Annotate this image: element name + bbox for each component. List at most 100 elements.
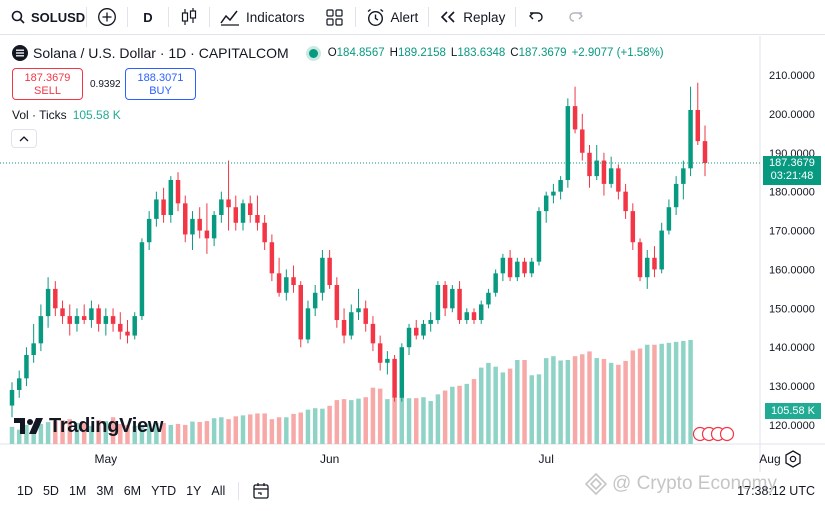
symbol-title[interactable]: Solana / U.S. Dollar · 1D · CAPITALCOM (33, 45, 289, 61)
volume-bar (81, 422, 87, 444)
candle-body (543, 195, 549, 212)
replay-button[interactable]: Replay (429, 0, 515, 35)
volume-bar (471, 379, 477, 444)
volume-bar (630, 350, 636, 444)
chart-settings-button[interactable] (784, 450, 802, 468)
volume-bar (406, 398, 412, 444)
last-price: 187.3679 (769, 157, 815, 169)
tradingview-logo[interactable]: TradingView (14, 413, 163, 439)
low-key: L (450, 47, 458, 59)
candle-body (421, 323, 426, 336)
low-value: 183.6348 (457, 47, 506, 59)
range-5d[interactable]: 5D (42, 484, 59, 498)
candle-body (565, 106, 571, 180)
alert-button[interactable]: Alert (356, 0, 429, 35)
candle-body (377, 343, 383, 363)
price-tick-label: 200.0000 (769, 109, 815, 121)
candle-body (442, 285, 448, 309)
range-ytd[interactable]: YTD (151, 484, 177, 498)
volume-bar (507, 368, 513, 444)
undo-button[interactable] (516, 0, 556, 35)
volume-bar (269, 419, 275, 444)
volume-bar (666, 342, 672, 444)
volume-bar (486, 362, 491, 444)
volume-bar (450, 386, 455, 444)
buy-button[interactable]: 188.3071 BUY (125, 68, 196, 100)
candle-body (428, 320, 433, 324)
candle-body (349, 312, 354, 336)
candle-body (320, 257, 325, 293)
candle-body (594, 160, 599, 177)
replay-label: Replay (463, 9, 506, 25)
volume-bar (356, 398, 361, 444)
volume-bar (558, 360, 563, 444)
goto-date-button[interactable] (247, 477, 275, 505)
tv-logo-icon (14, 418, 43, 434)
volume-bar (385, 399, 390, 444)
spread-value: 0.9392 (90, 79, 121, 90)
candle-body (406, 327, 412, 348)
volume-bar (543, 358, 549, 444)
candle-body (53, 288, 58, 309)
candle-body (356, 308, 361, 313)
sell-button[interactable]: 187.3679 SELL (12, 68, 83, 100)
close-value: 187.3679 (518, 47, 567, 59)
candle-body (284, 277, 289, 293)
price-tick-label: 140.0000 (769, 342, 815, 354)
volume-bar (500, 372, 506, 444)
interval-button[interactable]: D (143, 9, 153, 25)
volume-bar (298, 412, 303, 444)
candle-body (558, 180, 563, 192)
last-price-tag: 187.3679 03:21:48 (763, 156, 821, 185)
price-chart[interactable]: 210.0000200.0000190.0000180.0000170.0000… (0, 36, 825, 474)
volume-bar (154, 423, 159, 444)
candle-body (233, 207, 239, 223)
candle-body (681, 168, 686, 184)
volume-bar (60, 420, 65, 444)
volume-bar (616, 364, 621, 444)
range-1y[interactable]: 1Y (186, 484, 202, 498)
candle-body (132, 316, 137, 336)
open-key: O (327, 47, 337, 59)
candle-body (305, 308, 311, 340)
indicators-button[interactable]: Indicators (210, 0, 315, 35)
collapse-legend-button[interactable] (11, 129, 37, 148)
candle-body (522, 261, 527, 274)
volume-legend[interactable]: Vol · Ticks 105.58 K (12, 108, 121, 122)
candle-body (154, 199, 159, 219)
volume-bar (132, 425, 137, 444)
candle-body (551, 191, 556, 196)
candle-body (103, 316, 109, 324)
candle-body (673, 183, 679, 208)
candle-body (652, 257, 657, 270)
volume-bar (255, 413, 260, 444)
chart-type-button[interactable] (169, 0, 209, 35)
volume-bar (580, 354, 585, 444)
volume-bar (146, 423, 152, 444)
candle-body (247, 203, 253, 215)
candle-body (183, 203, 188, 235)
grid-icon (326, 8, 343, 26)
candle-body (219, 199, 224, 215)
volume-bar (262, 413, 267, 444)
diamond-logo-icon (585, 473, 607, 495)
compare-symbol-button[interactable] (87, 0, 127, 35)
range-3m[interactable]: 3M (96, 484, 114, 498)
range-1m[interactable]: 1M (68, 484, 87, 498)
redo-button[interactable] (556, 0, 596, 35)
volume-bar (118, 423, 123, 444)
high-key: H (389, 47, 398, 59)
utc-clock[interactable]: 17:38:12 UTC (737, 484, 815, 498)
volume-bar (493, 366, 498, 444)
market-status-icon[interactable] (308, 48, 318, 58)
range-6m[interactable]: 6M (123, 484, 142, 498)
range-1d[interactable]: 1D (17, 484, 33, 498)
candle-body (175, 180, 181, 204)
symbol-search[interactable]: SOLUSD (0, 0, 86, 35)
range-all[interactable]: All (211, 484, 226, 498)
undo-icon (529, 12, 544, 22)
templates-button[interactable] (315, 0, 355, 35)
candle-body (630, 211, 636, 243)
candle-body (291, 277, 296, 285)
candle-body (414, 327, 419, 336)
